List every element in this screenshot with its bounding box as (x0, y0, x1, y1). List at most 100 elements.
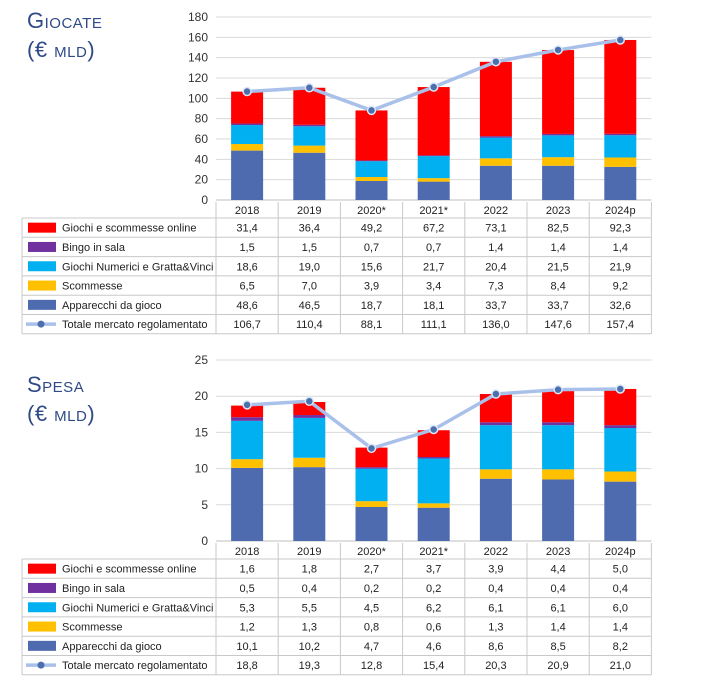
legend-key-online (28, 222, 56, 233)
y-tick-label: 180 (188, 10, 208, 24)
bar-scommesse (293, 145, 326, 153)
y-tick-label: 120 (188, 71, 208, 85)
category-label: 2021* (419, 205, 448, 217)
bar-bingo (604, 425, 637, 429)
data-label: 1,8 (302, 564, 317, 576)
bar-bingo (417, 457, 450, 459)
y-tick-label: 20 (195, 173, 209, 187)
data-label: 1,3 (488, 622, 503, 634)
data-label: 8,6 (488, 641, 503, 653)
data-label: 1,4 (550, 622, 565, 634)
data-label: 88,1 (361, 319, 382, 331)
bar-bingo (355, 160, 388, 162)
total-marker (553, 45, 563, 55)
data-label: 31,4 (236, 223, 257, 235)
data-label: 15,6 (361, 261, 382, 273)
data-label: 67,2 (423, 223, 444, 235)
title-main: Giocate (27, 8, 103, 33)
bar-bingo (231, 123, 264, 126)
bar-bingo (355, 467, 388, 469)
bar-apparecchi (355, 506, 388, 541)
title-unit: (€ mld) (27, 37, 96, 62)
data-label: 19,0 (299, 261, 320, 273)
bar-apparecchi (355, 180, 388, 200)
bar-bingo (604, 133, 637, 136)
bar-online (293, 87, 326, 125)
total-marker (491, 389, 501, 399)
data-label: 0,2 (426, 583, 441, 595)
table-row-bingo: Bingo in sala 0,5 0,4 0,2 0,2 0,4 0,4 0,4 (28, 582, 628, 595)
data-label: 46,5 (299, 300, 320, 312)
data-label: 21,9 (610, 261, 631, 273)
bar-apparecchi (231, 150, 264, 200)
bar-scommesse (417, 503, 450, 508)
bar-apparecchi (417, 507, 450, 541)
table-row-online: Giochi e scommesse online 31,4 36,4 49,2 67,… (28, 222, 631, 235)
bar-scommesse (479, 158, 512, 166)
bar-online (355, 447, 388, 468)
legend-label: Scommesse (62, 281, 123, 293)
data-label: 1,4 (613, 242, 628, 254)
legend-key-numerici (28, 261, 56, 272)
bar-apparecchi (417, 181, 450, 200)
data-label: 0,5 (239, 583, 254, 595)
bar-numerici (355, 161, 388, 178)
bar-numerici (231, 125, 264, 144)
data-label: 3,7 (426, 564, 441, 576)
bar-scommesse (542, 469, 575, 480)
data-label: 20,9 (547, 660, 568, 672)
bar-bingo (417, 155, 450, 157)
bar-online (231, 91, 264, 124)
y-tick-label: 20 (195, 389, 209, 403)
chart-title-spesa: Spesa (€ mld) (27, 370, 95, 428)
data-label: 32,6 (610, 300, 631, 312)
data-label: 0,7 (426, 242, 441, 254)
data-label: 92,3 (610, 223, 631, 235)
data-label: 1,5 (302, 242, 317, 254)
total-marker (242, 400, 252, 410)
table-row-online: Giochi e scommesse online 1,6 1,8 2,7 3,7 3,9… (28, 563, 628, 576)
data-label: 7,3 (488, 281, 503, 293)
chart-title-giocate: Giocate (€ mld) (27, 6, 102, 64)
data-label: 18,1 (423, 300, 444, 312)
legend-label: Bingo in sala (62, 242, 126, 254)
data-label: 36,4 (299, 223, 320, 235)
bar-apparecchi (604, 481, 637, 541)
data-label: 6,1 (550, 602, 565, 614)
data-label: 82,5 (547, 223, 568, 235)
legend-key-numerici (28, 602, 56, 613)
bar-numerici (293, 126, 326, 146)
bar-bingo (542, 133, 575, 136)
y-tick-label: 25 (195, 353, 209, 367)
y-tick-label: 140 (188, 51, 208, 65)
category-label: 2022 (484, 546, 508, 558)
data-label: 5,0 (613, 564, 628, 576)
legend-label: Giochi e scommesse online (62, 223, 197, 235)
category-label: 2023 (546, 205, 570, 217)
legend-label: Giochi e scommesse online (62, 564, 197, 576)
data-label: 136,0 (482, 319, 510, 331)
bar-apparecchi (293, 467, 326, 541)
chart-giocate: 0 20 40 60 80 100 120 140 160 180 2018 2019 2020* 202… (21, 10, 652, 335)
data-label: 33,7 (547, 300, 568, 312)
bar-online (542, 390, 575, 423)
total-marker (366, 443, 377, 454)
title-unit: (€ mld) (27, 401, 96, 426)
bar-numerici (417, 458, 450, 504)
data-label: 15,4 (423, 660, 444, 672)
bar-scommesse (231, 459, 264, 468)
data-label: 8,4 (550, 281, 565, 293)
category-label: 2022 (484, 205, 508, 217)
data-label: 9,2 (613, 281, 628, 293)
data-label: 0,4 (302, 583, 317, 595)
data-label: 4,6 (426, 641, 441, 653)
data-label: 8,5 (550, 641, 565, 653)
data-label: 0,4 (488, 583, 503, 595)
table-row-totale: Totale mercato regolamentato 18,8 19,3 12,8… (26, 660, 631, 672)
data-label: 0,4 (550, 583, 565, 595)
data-label: 0,8 (364, 622, 379, 634)
table-row-apparecchi: Apparecchi da gioco 48,6 46,5 18,7 18,1 33,7 3… (28, 299, 631, 312)
total-marker (428, 82, 439, 92)
bar-numerici (542, 135, 575, 158)
